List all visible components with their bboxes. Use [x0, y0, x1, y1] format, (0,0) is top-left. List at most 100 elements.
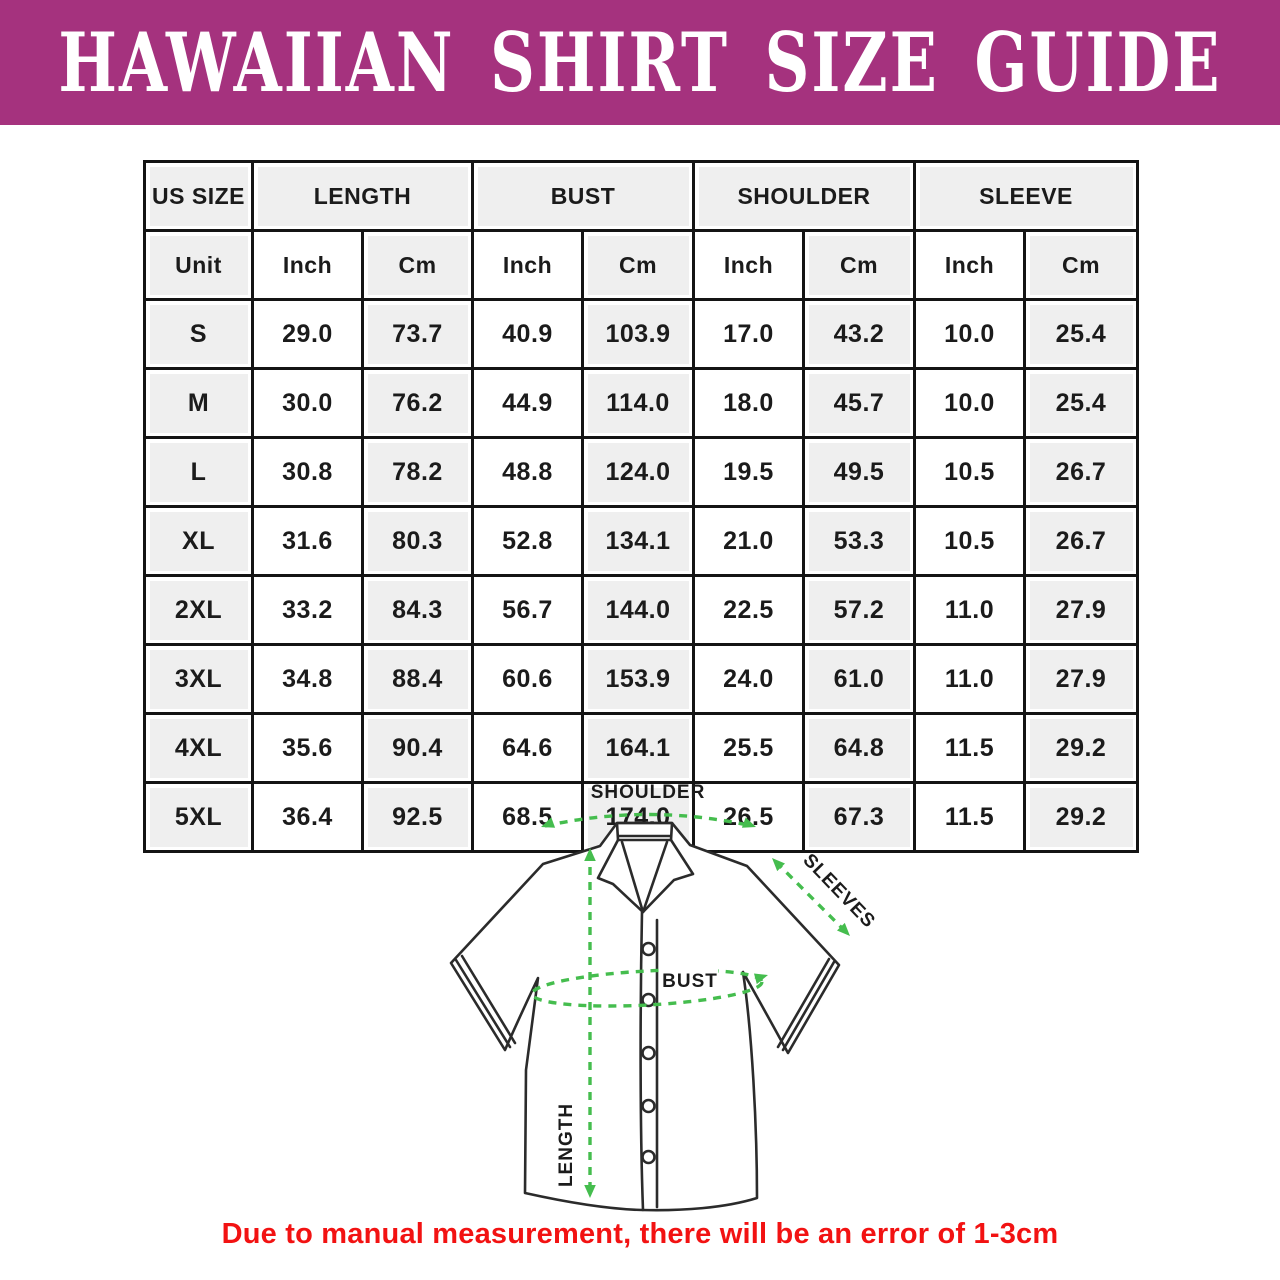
- unit-cell: Cm: [361, 229, 474, 301]
- group-header-row: US SIZE LENGTH BUST SHOULDER SLEEVE: [143, 160, 1140, 232]
- value-cell: 36.4: [251, 781, 364, 853]
- button-icons: [641, 941, 656, 1165]
- value-cell: 34.8: [251, 643, 364, 715]
- value-cell: 153.9: [581, 643, 695, 715]
- value-cell: 84.3: [361, 574, 474, 646]
- unit-cell: Inch: [913, 229, 1026, 301]
- shoulder-label: SHOULDER: [591, 782, 706, 803]
- size-cell: S: [143, 298, 254, 370]
- value-cell: 68.5: [471, 781, 584, 853]
- value-cell: 44.9: [471, 367, 584, 439]
- group-header-cell: US SIZE: [143, 160, 254, 232]
- value-cell: 10.0: [913, 298, 1026, 370]
- value-cell: 57.2: [802, 574, 916, 646]
- shirt-diagram: SHOULDER SLEEVES BUST LENGTH: [449, 782, 879, 1212]
- value-cell: 25.5: [692, 712, 805, 784]
- value-cell: 29.2: [1022, 712, 1140, 784]
- value-cell: 60.6: [471, 643, 584, 715]
- value-cell: 11.0: [913, 643, 1026, 715]
- cuff-lines: [454, 954, 836, 1052]
- group-header-cell: SHOULDER: [692, 160, 916, 232]
- bust-label: BUST: [662, 971, 718, 992]
- size-cell: 2XL: [143, 574, 254, 646]
- value-cell: 52.8: [471, 505, 584, 577]
- value-cell: 78.2: [361, 436, 474, 508]
- unit-cell: Cm: [581, 229, 695, 301]
- value-cell: 18.0: [692, 367, 805, 439]
- value-cell: 19.5: [692, 436, 805, 508]
- value-cell: 73.7: [361, 298, 474, 370]
- value-cell: 45.7: [802, 367, 916, 439]
- value-cell: 92.5: [361, 781, 474, 853]
- value-cell: 124.0: [581, 436, 695, 508]
- table-row: XL 31.6 80.3 52.8 134.1 21.0 53.3 10.5 2…: [143, 505, 1140, 577]
- value-cell: 11.5: [913, 781, 1026, 853]
- table-row: 5XL 36.4 92.5 68.5 174.0 26.5 67.3 11.5 …: [143, 781, 1140, 853]
- banner: HAWAIIAN SHIRT SIZE GUIDE: [0, 0, 1280, 125]
- value-cell: 80.3: [361, 505, 474, 577]
- value-cell: 29.2: [1022, 781, 1140, 853]
- sleeves-arrow: [772, 858, 850, 936]
- value-cell: 30.0: [251, 367, 364, 439]
- value-cell: 10.0: [913, 367, 1026, 439]
- value-cell: 40.9: [471, 298, 584, 370]
- unit-header-row: Unit Inch Cm Inch Cm Inch Cm Inch Cm: [143, 229, 1140, 301]
- size-cell: 3XL: [143, 643, 254, 715]
- value-cell: 26.7: [1022, 505, 1140, 577]
- value-cell: 30.8: [251, 436, 364, 508]
- value-cell: 53.3: [802, 505, 916, 577]
- value-cell: 103.9: [581, 298, 695, 370]
- value-cell: 144.0: [581, 574, 695, 646]
- unit-cell: Inch: [692, 229, 805, 301]
- unit-cell: Cm: [1022, 229, 1140, 301]
- value-cell: 164.1: [581, 712, 695, 784]
- unit-header-cell: Unit: [143, 229, 254, 301]
- value-cell: 43.2: [802, 298, 916, 370]
- value-cell: 61.0: [802, 643, 916, 715]
- value-cell: 114.0: [581, 367, 695, 439]
- value-cell: 67.3: [802, 781, 916, 853]
- collar: [596, 821, 695, 914]
- table-row: 4XL 35.6 90.4 64.6 164.1 25.5 64.8 11.5 …: [143, 712, 1140, 784]
- table-row: 2XL 33.2 84.3 56.7 144.0 22.5 57.2 11.0 …: [143, 574, 1140, 646]
- table-row: 3XL 34.8 88.4 60.6 153.9 24.0 61.0 11.0 …: [143, 643, 1140, 715]
- table-row: L 30.8 78.2 48.8 124.0 19.5 49.5 10.5 26…: [143, 436, 1140, 508]
- group-header-cell: LENGTH: [251, 160, 474, 232]
- value-cell: 49.5: [802, 436, 916, 508]
- length-arrow: [584, 848, 596, 1198]
- size-cell: L: [143, 436, 254, 508]
- value-cell: 24.0: [692, 643, 805, 715]
- value-cell: 11.5: [913, 712, 1026, 784]
- value-cell: 27.9: [1022, 574, 1140, 646]
- value-cell: 88.4: [361, 643, 474, 715]
- unit-cell: Inch: [251, 229, 364, 301]
- value-cell: 22.5: [692, 574, 805, 646]
- unit-cell: Cm: [802, 229, 916, 301]
- value-cell: 56.7: [471, 574, 584, 646]
- size-cell: 5XL: [143, 781, 254, 853]
- button-icon: [641, 941, 656, 957]
- size-cell: M: [143, 367, 254, 439]
- value-cell: 26.7: [1022, 436, 1140, 508]
- value-cell: 35.6: [251, 712, 364, 784]
- value-cell: 48.8: [471, 436, 584, 508]
- size-cell: XL: [143, 505, 254, 577]
- bust-ellipse: [530, 968, 768, 1008]
- length-label: LENGTH: [556, 1103, 577, 1187]
- table-row: S 29.0 73.7 40.9 103.9 17.0 43.2 10.0 25…: [143, 298, 1140, 370]
- button-icon: [641, 1045, 656, 1061]
- shoulder-arrow: [541, 812, 756, 828]
- page-title: HAWAIIAN SHIRT SIZE GUIDE: [58, 14, 1222, 111]
- value-cell: 64.8: [802, 712, 916, 784]
- bust-label-bg: [662, 968, 718, 992]
- measurement-note: Due to manual measurement, there will be…: [221, 1218, 1059, 1250]
- group-header-cell: BUST: [471, 160, 695, 232]
- value-cell: 64.6: [471, 712, 584, 784]
- value-cell: 33.2: [251, 574, 364, 646]
- value-cell: 21.0: [692, 505, 805, 577]
- size-table: US SIZE LENGTH BUST SHOULDER SLEEVE Unit…: [143, 160, 1140, 853]
- value-cell: 25.4: [1022, 298, 1140, 370]
- button-icon: [641, 1149, 656, 1165]
- size-cell: 4XL: [143, 712, 254, 784]
